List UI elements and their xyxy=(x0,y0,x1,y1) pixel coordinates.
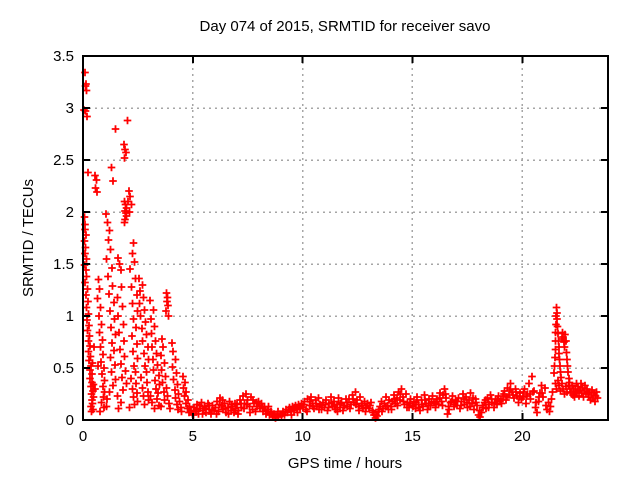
y-axis-label: SRMTID / TECUs xyxy=(20,179,37,297)
x-axis-label: GPS time / hours xyxy=(288,455,402,472)
plot-border xyxy=(82,55,609,421)
tick-labels: 0 5 10 15 20 0 0.5 1 1.5 2 2.5 3 3.5 xyxy=(53,48,531,445)
data-points-layer xyxy=(80,68,602,422)
y-tick-label: 1.5 xyxy=(53,256,74,273)
y-tick-label: 3.5 xyxy=(53,48,74,65)
y-tick-label: 2.5 xyxy=(53,152,74,169)
axis-ticks xyxy=(82,55,608,421)
x-tick-label: 20 xyxy=(514,428,531,445)
x-tick-label: 15 xyxy=(404,428,421,445)
y-tick-label: 2 xyxy=(66,204,74,221)
data-points xyxy=(80,68,602,422)
grid-lines xyxy=(83,56,608,420)
y-tick-label: 1 xyxy=(66,308,74,325)
x-tick-label: 10 xyxy=(294,428,311,445)
y-tick-label: 0 xyxy=(66,412,74,429)
y-tick-label: 3 xyxy=(66,100,74,117)
x-tick-label: 5 xyxy=(189,428,197,445)
y-tick-label: 0.5 xyxy=(53,360,74,377)
x-tick-label: 0 xyxy=(79,428,87,445)
plot-title: Day 074 of 2015, SRMTID for receiver sav… xyxy=(200,18,491,35)
